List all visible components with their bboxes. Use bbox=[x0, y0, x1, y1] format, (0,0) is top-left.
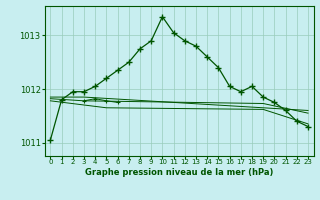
X-axis label: Graphe pression niveau de la mer (hPa): Graphe pression niveau de la mer (hPa) bbox=[85, 168, 273, 177]
